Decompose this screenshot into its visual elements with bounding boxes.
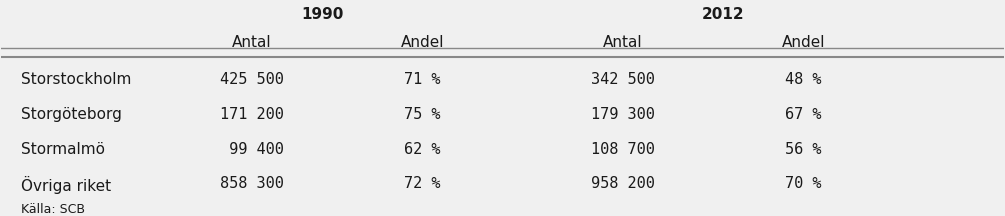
Text: Storgöteborg: Storgöteborg xyxy=(21,107,123,122)
Text: 67 %: 67 % xyxy=(785,107,821,122)
Text: 2012: 2012 xyxy=(701,7,745,22)
Text: 171 200: 171 200 xyxy=(220,107,283,122)
Text: 108 700: 108 700 xyxy=(591,141,654,157)
Text: Källa: SCB: Källa: SCB xyxy=(21,203,85,216)
Text: Antal: Antal xyxy=(603,35,642,50)
Text: 99 400: 99 400 xyxy=(220,141,283,157)
Text: 48 %: 48 % xyxy=(785,72,821,87)
Text: Stormalmö: Stormalmö xyxy=(21,141,106,157)
Text: 56 %: 56 % xyxy=(785,141,821,157)
Text: Andel: Andel xyxy=(782,35,825,50)
Text: Antal: Antal xyxy=(232,35,271,50)
Text: Storstockholm: Storstockholm xyxy=(21,72,132,87)
Text: 75 %: 75 % xyxy=(404,107,440,122)
Text: 958 200: 958 200 xyxy=(591,176,654,191)
Text: 72 %: 72 % xyxy=(404,176,440,191)
Text: 179 300: 179 300 xyxy=(591,107,654,122)
Text: 342 500: 342 500 xyxy=(591,72,654,87)
Text: 71 %: 71 % xyxy=(404,72,440,87)
Text: 858 300: 858 300 xyxy=(220,176,283,191)
Text: 1990: 1990 xyxy=(300,7,344,22)
Text: Andel: Andel xyxy=(401,35,444,50)
Text: 70 %: 70 % xyxy=(785,176,821,191)
Text: 425 500: 425 500 xyxy=(220,72,283,87)
Text: 62 %: 62 % xyxy=(404,141,440,157)
Text: Övriga riket: Övriga riket xyxy=(21,176,112,194)
